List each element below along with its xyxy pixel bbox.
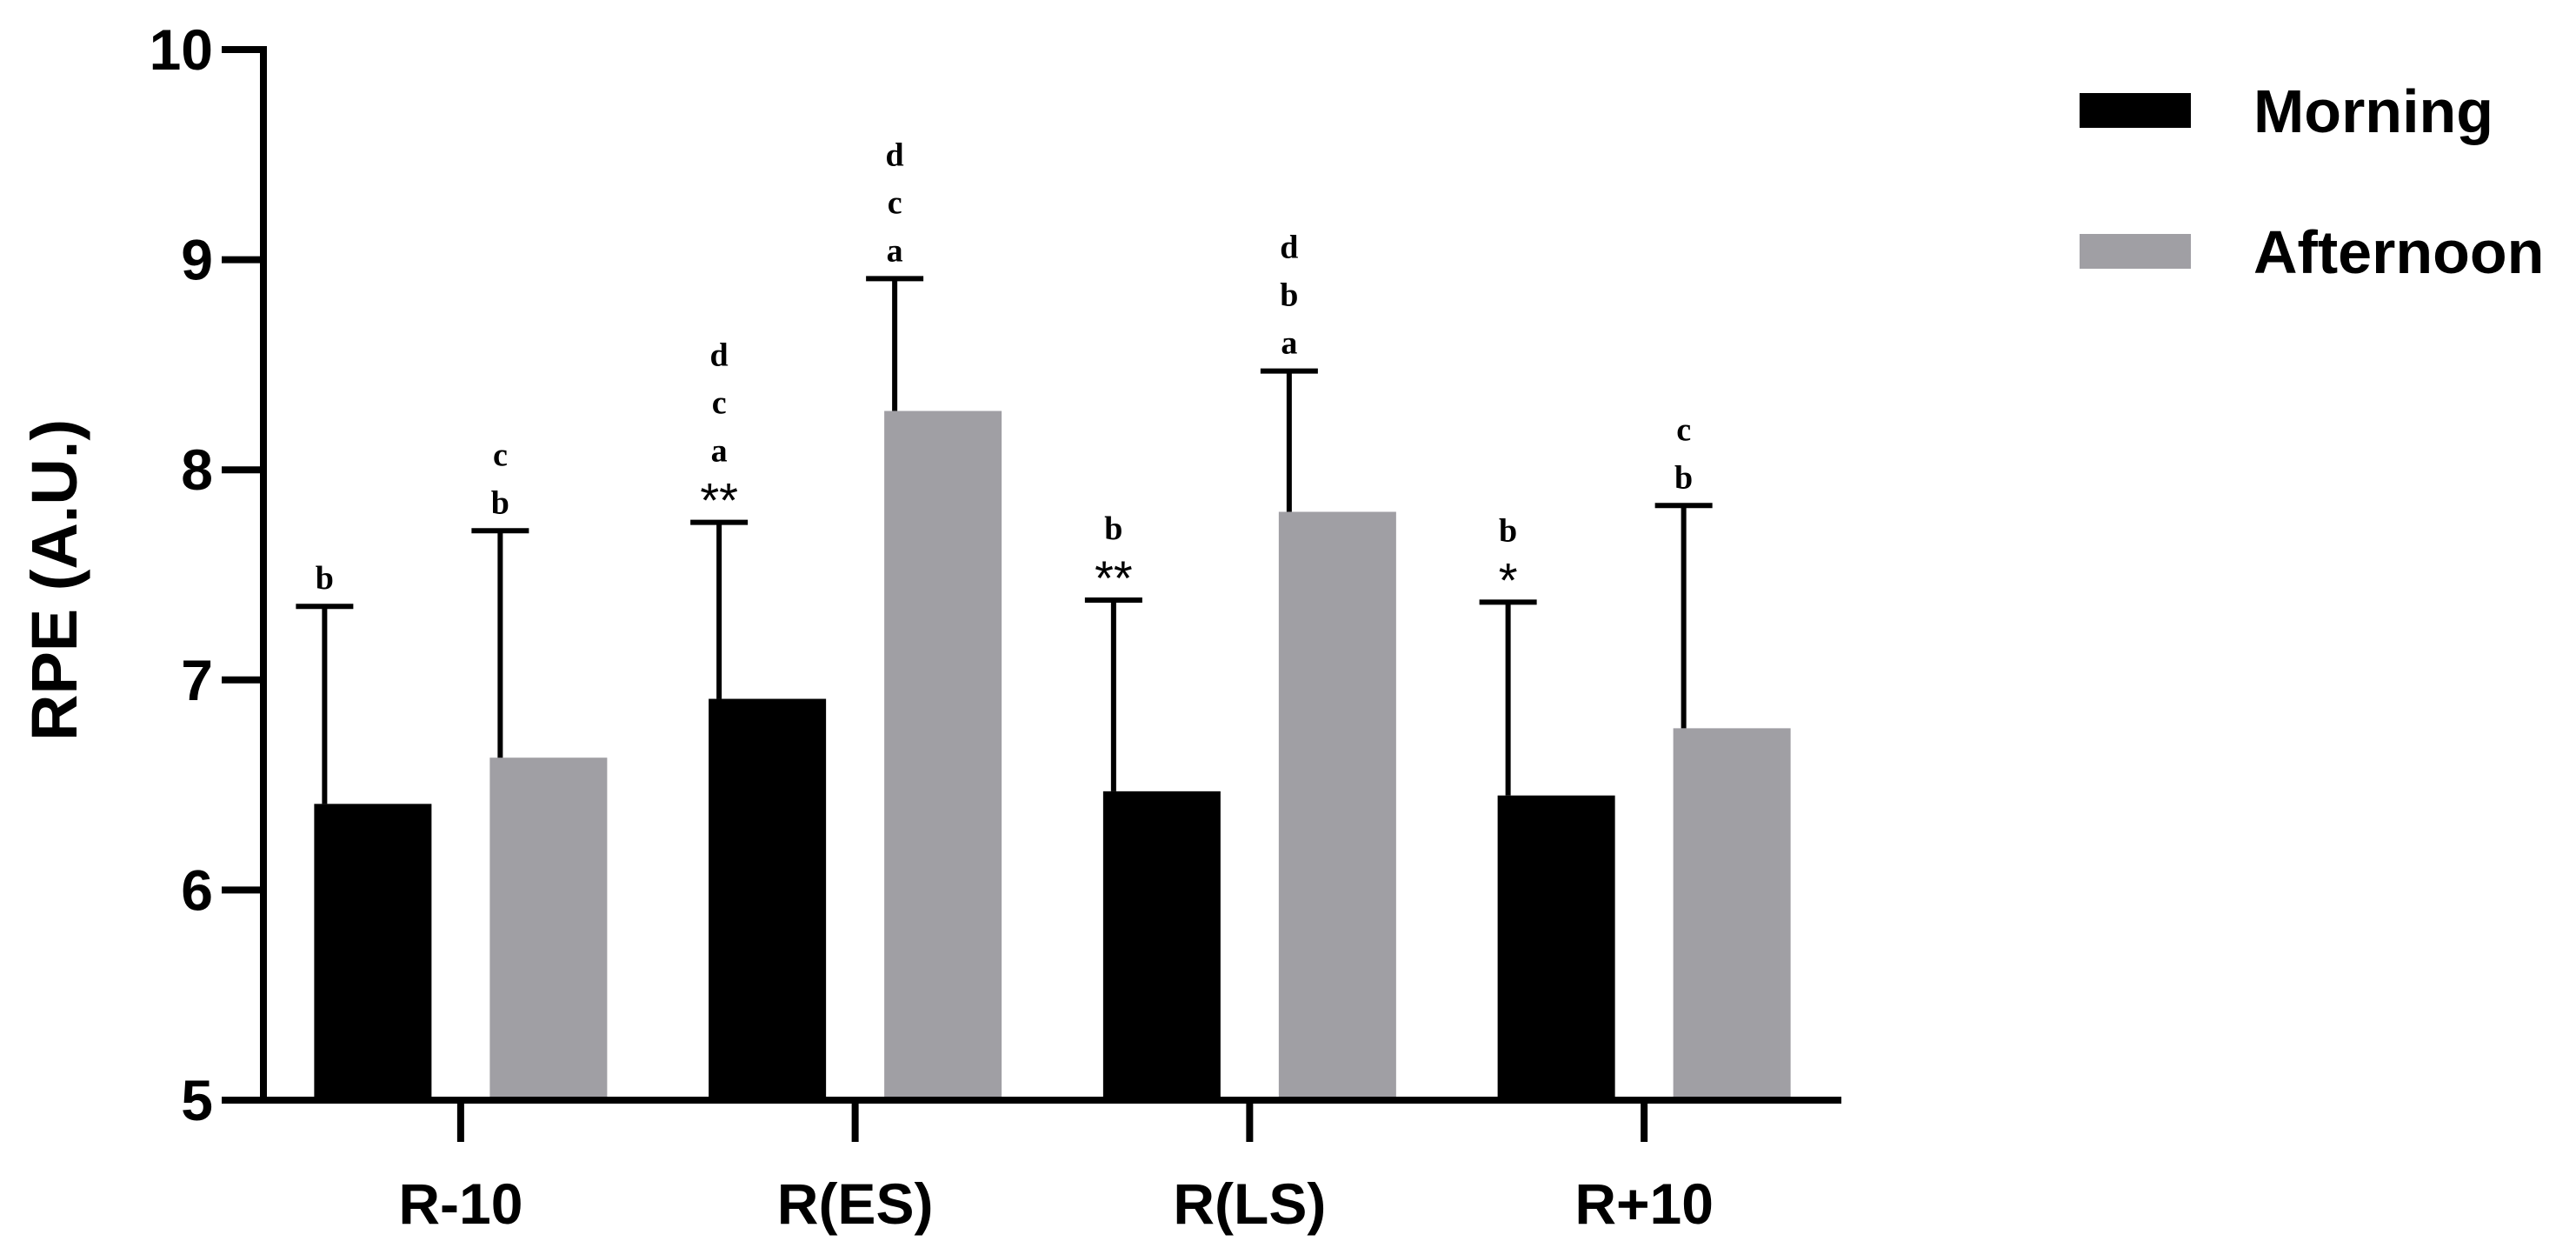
bar-afternoon-1 — [884, 410, 1002, 1100]
legend: Morning Afternoon — [2080, 77, 2544, 286]
y-tick-label-2: 7 — [181, 648, 213, 712]
significance-morning-3: * — [1499, 552, 1518, 607]
significance-morning-2: ** — [1095, 551, 1133, 605]
bar-morning-0 — [314, 804, 432, 1100]
x-tick-label-3: R+10 — [1574, 1171, 1714, 1236]
annotation-letter-morning-1-0: d — [710, 337, 729, 374]
annotation-letter-morning-1-2: a — [711, 433, 728, 470]
annotation-letter-afternoon-2-0: d — [1280, 230, 1298, 266]
axes: R-10 R(ES) R(LS) R+10 5 6 7 8 9 10 — [150, 17, 1841, 1236]
annotation-letter-afternoon-0-0: c — [493, 437, 508, 473]
bar-afternoon-0 — [489, 757, 608, 1100]
annotation-letter-afternoon-2-2: a — [1281, 325, 1297, 362]
error-bars-layer — [296, 276, 1713, 804]
y-tick-label-1: 6 — [181, 858, 213, 922]
annotation-letter-morning-0-0: b — [316, 560, 334, 597]
legend-label-afternoon: Afternoon — [2253, 218, 2544, 286]
legend-swatch-afternoon — [2080, 234, 2191, 269]
annotation-letter-afternoon-1-2: a — [887, 232, 903, 269]
annotation-letter-afternoon-3-0: c — [1676, 411, 1691, 448]
annotation-letter-morning-2-0: b — [1104, 511, 1122, 547]
bar-afternoon-2 — [1278, 511, 1396, 1100]
x-tick-label-1: R(ES) — [777, 1171, 934, 1236]
annotation-letter-afternoon-0-1: b — [491, 484, 509, 521]
bars-layer — [314, 410, 1791, 1100]
x-tick-label-2: R(LS) — [1173, 1171, 1326, 1236]
annotation-letter-morning-1-1: c — [712, 385, 727, 422]
y-tick-label-0: 5 — [181, 1068, 213, 1132]
annotation-letter-afternoon-2-1: b — [1280, 277, 1298, 314]
legend-swatch-morning — [2080, 93, 2191, 128]
bar-morning-2 — [1102, 791, 1221, 1100]
annotation-letter-afternoon-1-0: d — [886, 137, 904, 173]
y-tick-label-4: 9 — [181, 228, 213, 292]
annotation-letter-afternoon-1-1: c — [888, 184, 902, 221]
annotation-letter-afternoon-3-1: b — [1674, 459, 1693, 496]
bar-morning-3 — [1497, 795, 1615, 1100]
y-axis-title: RPE (A.U.) — [18, 419, 90, 741]
bar-morning-1 — [709, 698, 827, 1100]
bar-afternoon-3 — [1673, 728, 1791, 1100]
y-tick-label-3: 8 — [181, 437, 213, 502]
legend-label-morning: Morning — [2253, 77, 2493, 145]
significance-morning-1: ** — [700, 473, 738, 528]
annotation-letter-morning-3-0: b — [1499, 512, 1517, 549]
x-tick-label-0: R-10 — [398, 1171, 523, 1236]
y-tick-label-5: 10 — [150, 17, 213, 82]
